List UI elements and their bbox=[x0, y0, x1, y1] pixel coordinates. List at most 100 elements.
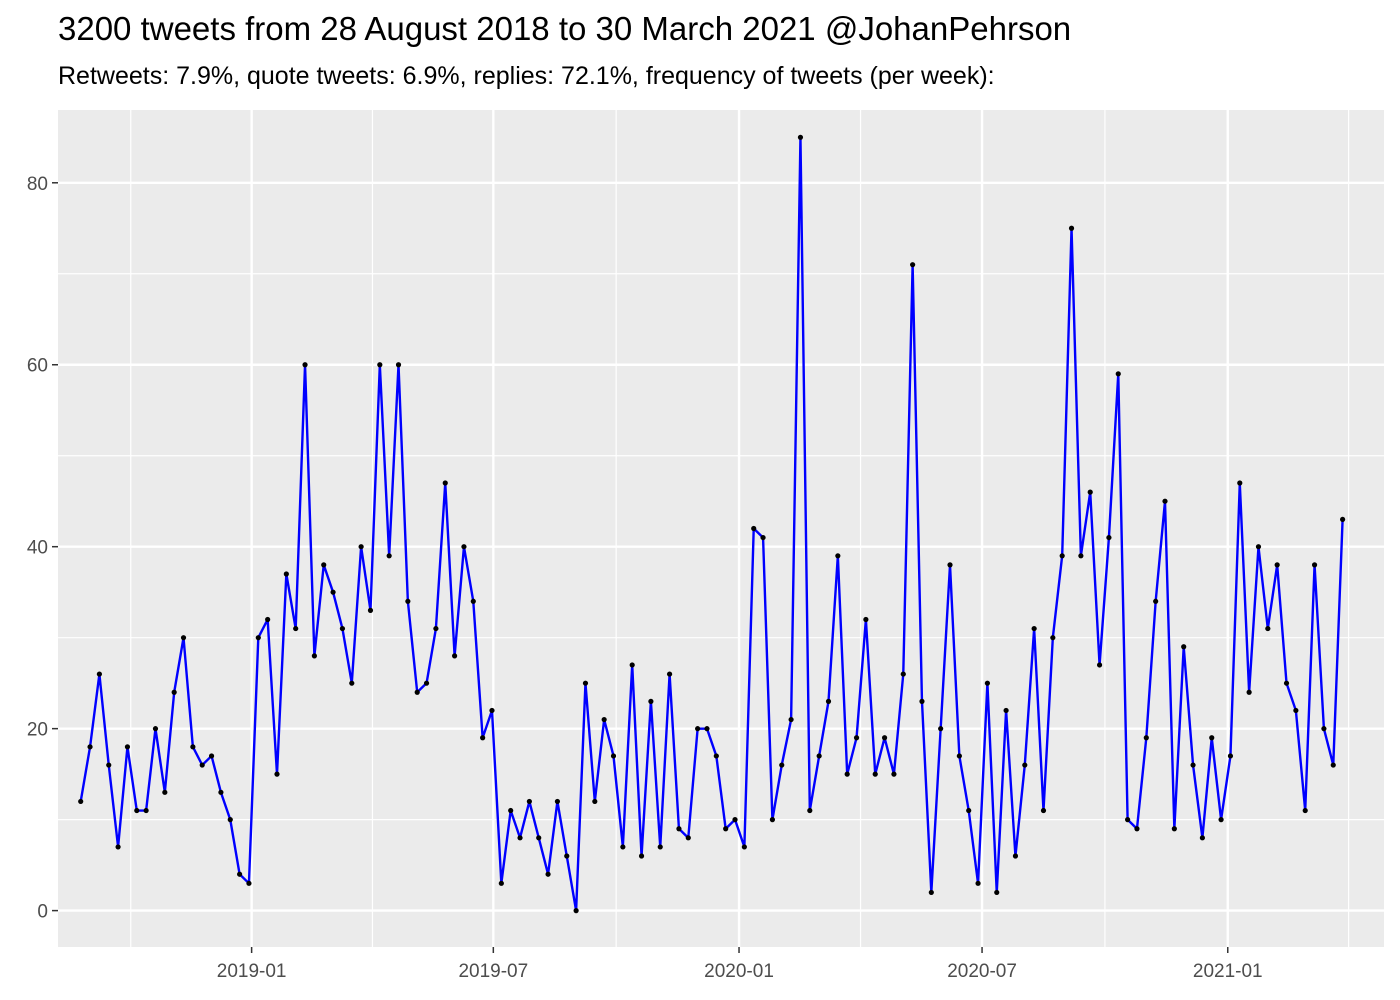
data-point bbox=[1115, 371, 1121, 377]
data-point bbox=[498, 880, 504, 886]
data-point bbox=[1209, 735, 1215, 741]
data-point bbox=[1321, 726, 1327, 732]
data-point bbox=[1227, 753, 1234, 759]
data-point bbox=[1003, 707, 1009, 714]
data-point bbox=[685, 835, 691, 841]
chart-subtitle: Retweets: 7.9%, quote tweets: 6.9%, repl… bbox=[58, 62, 995, 90]
data-point bbox=[807, 807, 813, 814]
data-point bbox=[218, 789, 224, 795]
y-axis-tick-labels: 0 20 40 60 80 bbox=[27, 174, 48, 923]
data-point bbox=[592, 798, 598, 805]
series-points bbox=[78, 134, 1346, 914]
data-point bbox=[1246, 689, 1252, 695]
data-point bbox=[1012, 853, 1019, 859]
data-point bbox=[704, 726, 710, 732]
data-point bbox=[377, 362, 383, 368]
x-axis-tick-label: 2020-01 bbox=[704, 961, 774, 982]
data-point bbox=[928, 889, 934, 896]
data-point bbox=[330, 589, 336, 595]
data-point bbox=[732, 817, 738, 823]
data-point bbox=[302, 362, 308, 368]
y-axis-tick-label: 0 bbox=[37, 902, 48, 923]
data-point bbox=[582, 680, 589, 686]
data-point bbox=[816, 753, 822, 759]
grid-major-y bbox=[58, 181, 1384, 912]
data-point bbox=[601, 716, 607, 723]
data-point bbox=[106, 762, 112, 768]
data-point bbox=[1218, 817, 1224, 823]
data-point bbox=[788, 716, 794, 723]
data-point bbox=[78, 798, 84, 805]
data-point bbox=[657, 844, 663, 850]
data-point bbox=[872, 771, 878, 777]
axis-ticks bbox=[52, 182, 1229, 953]
data-point bbox=[180, 635, 187, 641]
data-point bbox=[265, 616, 271, 623]
data-point bbox=[676, 826, 682, 832]
data-point bbox=[246, 880, 252, 886]
data-point bbox=[451, 653, 458, 659]
data-point bbox=[190, 744, 196, 750]
x-axis-tick-label: 2020-07 bbox=[947, 961, 1017, 982]
y-axis-tick-label: 80 bbox=[27, 174, 48, 195]
data-point bbox=[536, 835, 542, 841]
data-point bbox=[1162, 498, 1168, 504]
data-point bbox=[470, 598, 476, 604]
data-point bbox=[695, 726, 701, 732]
data-point bbox=[769, 817, 776, 823]
data-point bbox=[564, 853, 570, 859]
data-point bbox=[947, 562, 953, 568]
data-point bbox=[1125, 817, 1131, 823]
data-point bbox=[1040, 807, 1047, 814]
data-point bbox=[1265, 625, 1271, 632]
series-line bbox=[79, 136, 1344, 912]
data-point bbox=[938, 726, 944, 732]
data-point bbox=[723, 826, 729, 832]
data-point bbox=[713, 753, 719, 759]
data-point bbox=[1274, 562, 1280, 568]
data-point bbox=[395, 362, 402, 368]
data-point bbox=[797, 134, 804, 140]
data-point bbox=[1302, 807, 1308, 814]
data-point bbox=[1078, 553, 1084, 559]
data-point bbox=[1096, 662, 1103, 668]
data-point bbox=[891, 771, 897, 777]
chart-title: 3200 tweets from 28 August 2018 to 30 Ma… bbox=[58, 10, 1072, 47]
data-point bbox=[919, 698, 925, 704]
data-point bbox=[293, 625, 299, 632]
data-point bbox=[966, 807, 972, 814]
data-point bbox=[881, 735, 888, 741]
data-point bbox=[358, 544, 364, 550]
x-axis-tick-label: 2021-01 bbox=[1193, 961, 1263, 982]
data-point bbox=[573, 908, 579, 914]
data-point bbox=[134, 807, 140, 814]
data-point bbox=[255, 635, 261, 641]
data-point bbox=[508, 807, 514, 814]
data-point bbox=[1283, 680, 1290, 686]
data-point bbox=[1293, 707, 1299, 714]
data-point bbox=[115, 844, 121, 850]
data-point bbox=[1199, 835, 1205, 841]
data-point bbox=[237, 871, 243, 877]
data-point bbox=[900, 671, 906, 677]
data-point bbox=[96, 671, 102, 677]
data-point bbox=[620, 844, 626, 850]
data-point bbox=[1106, 534, 1112, 541]
data-point bbox=[199, 762, 205, 768]
data-point bbox=[910, 262, 916, 268]
data-point bbox=[994, 889, 1000, 896]
data-point bbox=[1087, 489, 1093, 495]
data-point bbox=[442, 480, 448, 486]
data-point bbox=[1237, 480, 1243, 486]
data-point bbox=[545, 871, 551, 877]
data-point bbox=[1068, 225, 1075, 231]
data-point bbox=[1153, 598, 1159, 604]
y-axis-tick-label: 40 bbox=[27, 538, 48, 559]
data-point bbox=[311, 653, 317, 659]
data-point bbox=[853, 735, 860, 741]
data-point bbox=[489, 707, 495, 714]
data-point bbox=[984, 680, 991, 686]
data-point bbox=[825, 698, 832, 704]
x-axis-tick-label: 2019-01 bbox=[217, 961, 287, 982]
